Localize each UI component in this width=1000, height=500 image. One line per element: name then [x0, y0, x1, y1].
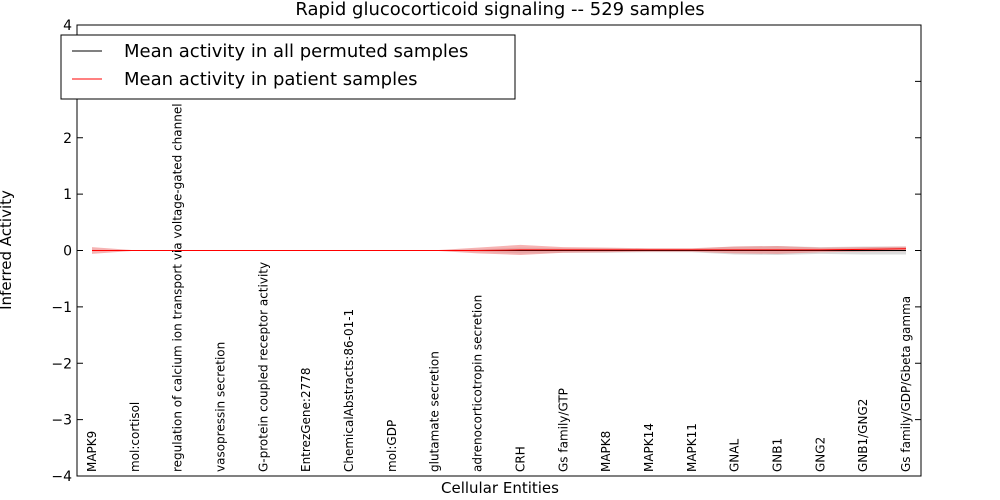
category-label: GNG2 [813, 437, 827, 472]
y-tick-label: 1 [63, 187, 72, 203]
category-label: MAPK11 [685, 423, 699, 472]
x-axis-label: Cellular Entities [441, 479, 559, 497]
y-tick-label: −1 [51, 300, 72, 316]
category-label: mol:cortisol [128, 402, 142, 472]
y-tick-label: −4 [51, 469, 72, 485]
y-tick-label: 0 [63, 244, 72, 260]
category-labels: MAPK9 mol:cortisol regulation of calcium i… [85, 55, 913, 472]
category-label: MAPK14 [642, 423, 656, 472]
y-axis-label: Inferred Activity [0, 190, 15, 310]
category-label: MAPK9 [85, 431, 99, 472]
category-label: ChemicalAbstracts:86-01-1 [342, 309, 356, 472]
legend-label-patient: Mean activity in patient samples [124, 69, 418, 90]
category-label: Gs family/GDP/Gbeta gamma [899, 296, 913, 472]
y-tick-label: −2 [51, 356, 72, 372]
category-label: G-protein coupled receptor activity [256, 262, 270, 472]
y-tick-label: 2 [63, 131, 72, 147]
category-label: adrenocorticotropin secretion [471, 295, 485, 472]
category-label: GNB1 [770, 438, 784, 472]
category-label: CRH [513, 446, 527, 472]
category-label: mol:GDP [385, 420, 399, 472]
category-label: Gs family/GTP [556, 388, 570, 472]
chart-title: Rapid glucocorticoid signaling -- 529 sa… [295, 0, 704, 20]
y-tick-label: −3 [51, 413, 72, 429]
category-label: regulation of calcium ion transport via … [171, 55, 185, 472]
line-series-1 [92, 248, 907, 251]
category-label: MAPK8 [599, 431, 613, 472]
series-lines [92, 248, 907, 251]
legend-box [60, 34, 516, 100]
legend: Mean activity in all permuted samples Me… [60, 34, 516, 100]
category-label: GNAL [728, 439, 742, 472]
category-label: glutamate secretion [428, 351, 442, 472]
category-label: EntrezGene:2778 [299, 368, 313, 473]
category-label: vasopressin secretion [214, 342, 228, 472]
y-tick-label: 4 [63, 18, 72, 34]
legend-label-permuted: Mean activity in all permuted samples [124, 41, 468, 62]
category-label: GNB1/GNG2 [856, 399, 870, 472]
